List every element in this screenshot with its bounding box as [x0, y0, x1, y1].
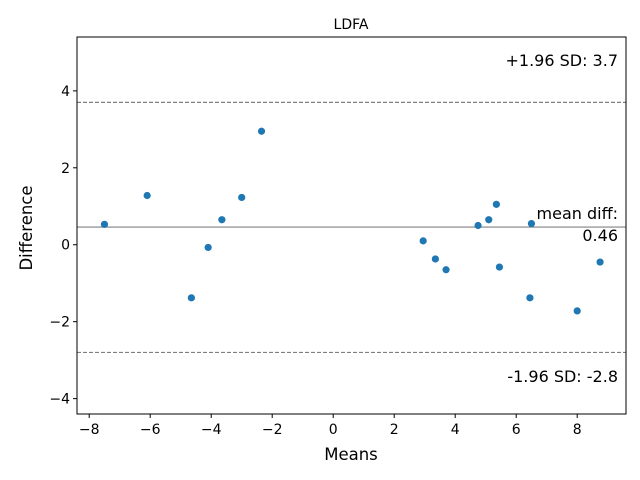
lower-limit-annotation: -1.96 SD: -2.8	[507, 367, 618, 386]
data-point	[492, 200, 500, 208]
x-tick-label: 6	[512, 422, 521, 438]
reference-lines	[77, 101, 626, 354]
data-point	[431, 255, 439, 263]
plot-frame	[76, 36, 627, 415]
data-point	[485, 216, 493, 224]
chart-title: LDFA	[334, 17, 369, 33]
y-tick-label: 0	[61, 238, 70, 254]
x-tick-label: −6	[140, 422, 161, 438]
x-tick-label: 2	[390, 422, 399, 438]
y-axis-ticks: −4 −2 0 2 4	[49, 84, 77, 408]
x-tick-label: −2	[262, 422, 283, 438]
data-point	[204, 243, 212, 252]
mean-diff-annotation-line1: mean diff:	[537, 204, 618, 223]
data-point	[474, 221, 482, 230]
data-points	[100, 127, 604, 315]
x-tick-label: 0	[329, 422, 338, 438]
y-tick-label: 2	[61, 161, 70, 177]
y-tick-label: 4	[61, 84, 70, 100]
y-axis-title: Difference	[17, 185, 36, 270]
data-point	[238, 193, 246, 202]
mean-diff-annotation-line2: 0.46	[582, 226, 618, 245]
data-point	[573, 307, 581, 315]
x-tick-label: 8	[573, 422, 582, 438]
data-point	[495, 263, 504, 271]
y-tick-label: −2	[49, 315, 70, 331]
data-point	[218, 216, 226, 224]
data-point	[527, 219, 536, 228]
data-point	[257, 127, 266, 135]
data-point	[187, 294, 195, 302]
x-axis-title: Means	[324, 445, 378, 464]
x-tick-label: 4	[451, 422, 460, 438]
data-point	[100, 220, 109, 228]
data-point	[596, 258, 604, 266]
data-point	[526, 294, 534, 302]
data-point	[143, 191, 151, 200]
upper-limit-annotation: +1.96 SD: 3.7	[505, 51, 618, 70]
x-tick-label: −8	[79, 422, 100, 438]
y-tick-label: −4	[49, 392, 70, 408]
x-axis-ticks: −8 −6 −4 −2 0 2 4 6 8	[79, 414, 582, 438]
x-tick-label: −4	[201, 422, 222, 438]
data-point	[419, 237, 427, 245]
plot-area	[76, 36, 627, 415]
data-point	[442, 266, 450, 274]
